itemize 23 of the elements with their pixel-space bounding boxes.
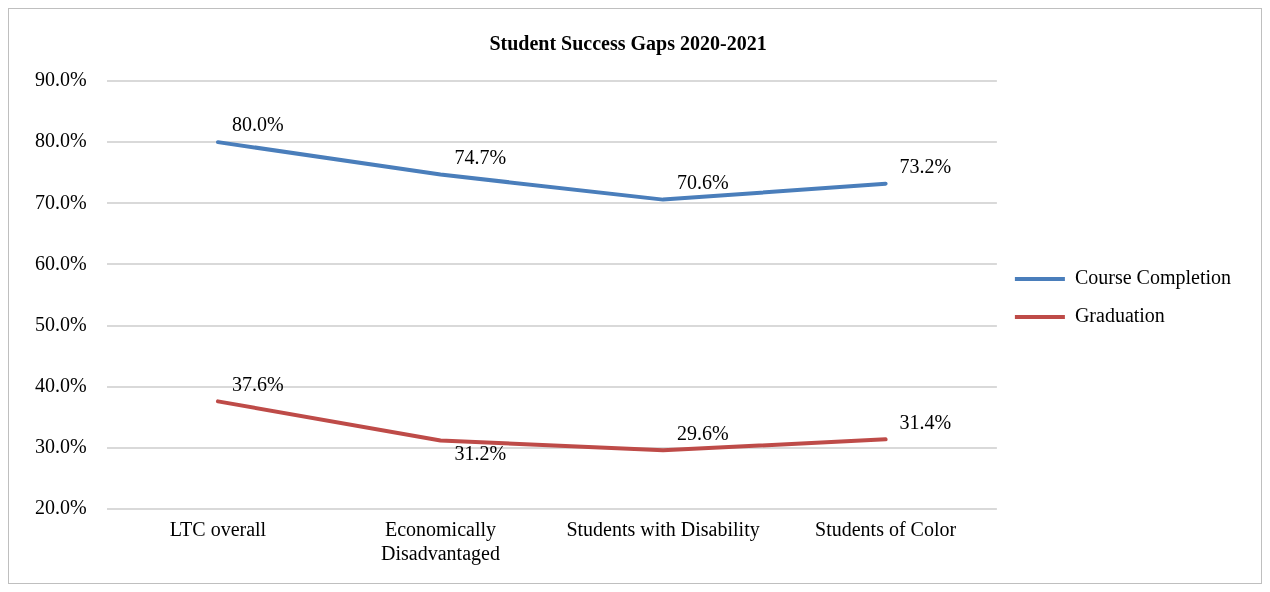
legend-label: Course Completion [1074, 266, 1232, 290]
chart-title: Student Success Gaps 2020-2021 [489, 32, 767, 56]
data-label: 31.2% [454, 441, 507, 464]
data-label: 29.6% [677, 421, 729, 444]
x-tick-label: LTC overall [169, 518, 267, 541]
legend-label: Graduation [1074, 304, 1165, 327]
y-tick-label: 20.0% [34, 496, 87, 519]
data-label: 73.2% [899, 154, 952, 177]
y-tick-label: 80.0% [34, 129, 87, 152]
data-label: 74.7% [454, 145, 507, 168]
data-label: 70.6% [677, 170, 729, 193]
data-label: 31.4% [899, 410, 952, 433]
x-tick-label: Students with Disability [566, 518, 760, 542]
y-tick-label: 40.0% [34, 373, 87, 396]
y-tick-label: 50.0% [34, 312, 87, 335]
y-tick-label: 60.0% [34, 251, 87, 274]
y-tick-label: 70.0% [34, 190, 87, 213]
y-tick-label: 30.0% [34, 435, 87, 458]
x-tick-label: Students of Color [815, 518, 957, 541]
data-label: 37.6% [231, 372, 284, 395]
x-tick-label: Economically Disadvantaged [381, 518, 500, 566]
y-tick-label: 90.0% [34, 68, 87, 91]
data-label: 80.0% [231, 113, 284, 136]
